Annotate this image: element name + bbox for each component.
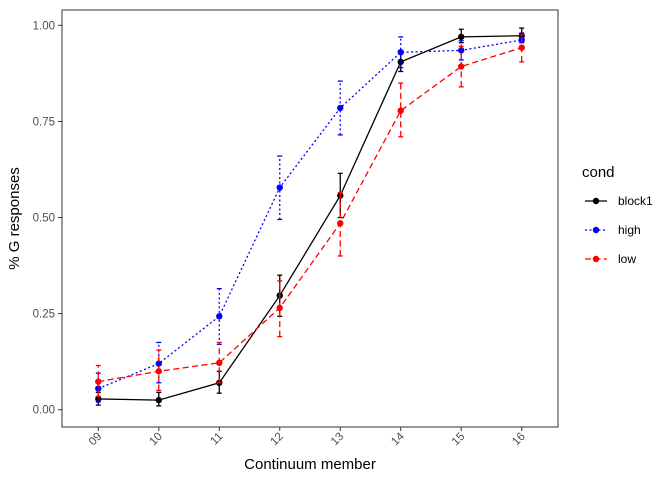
legend-title: cond [582, 164, 615, 181]
legend-label: high [618, 223, 641, 237]
data-point [337, 220, 344, 227]
data-point [95, 378, 102, 385]
x-tick-label: 16 [510, 431, 528, 449]
y-tick-label: 0.25 [33, 309, 55, 321]
series-block1 [95, 27, 525, 407]
x-axis-title: Continuum member [244, 456, 376, 473]
x-tick-label: 13 [329, 431, 347, 449]
x-axis: 09 10 11 12 13 14 15 16 [87, 427, 528, 448]
data-point [216, 359, 223, 367]
y-tick-label: 1.00 [33, 20, 55, 32]
data-point [155, 360, 162, 367]
data-point [458, 47, 465, 54]
data-point [95, 385, 102, 392]
data-point [397, 107, 404, 114]
series-low [95, 34, 525, 397]
error-bar [337, 80, 343, 136]
error-bar [398, 82, 404, 138]
legend: cond block1 high low [582, 164, 653, 266]
legend-label: block1 [618, 194, 653, 208]
x-tick-label: 09 [87, 431, 105, 449]
y-tick-label: 0.00 [33, 405, 55, 417]
error-bar [277, 280, 283, 338]
y-tick-label: 0.75 [33, 116, 55, 128]
legend-key-point [592, 226, 600, 234]
data-point [276, 304, 283, 312]
x-tick-label: 14 [389, 430, 407, 448]
plot-panel-border [61, 9, 559, 428]
x-tick-label: 12 [268, 431, 286, 449]
y-axis: 0.00 0.25 0.50 0.75 1.00 [33, 20, 62, 417]
series-line [98, 47, 522, 383]
data-point [216, 313, 223, 320]
legend-key-point [592, 255, 600, 263]
series-line [98, 39, 522, 390]
data-point [155, 368, 162, 375]
data-point [458, 63, 465, 70]
y-axis-title: % G responses [6, 167, 23, 270]
data-point [155, 396, 162, 404]
series-high [95, 32, 525, 403]
data-point [458, 33, 465, 41]
legend-key-point [592, 197, 600, 205]
data-point [337, 104, 344, 112]
x-tick-label: 10 [147, 431, 165, 449]
series-layer [95, 27, 525, 407]
error-bar [156, 341, 162, 384]
x-tick-label: 11 [208, 431, 225, 448]
data-point [95, 395, 102, 403]
series-line [98, 35, 522, 401]
data-point [276, 184, 283, 191]
y-tick-label: 0.50 [33, 213, 55, 225]
legend-item-block1: block1 [585, 194, 653, 208]
data-point [397, 49, 404, 56]
data-point [518, 44, 525, 51]
legend-item-high: high [585, 223, 641, 237]
x-tick-label: 15 [450, 431, 468, 449]
legend-item-low: low [585, 252, 636, 266]
legend-label: low [618, 252, 636, 266]
